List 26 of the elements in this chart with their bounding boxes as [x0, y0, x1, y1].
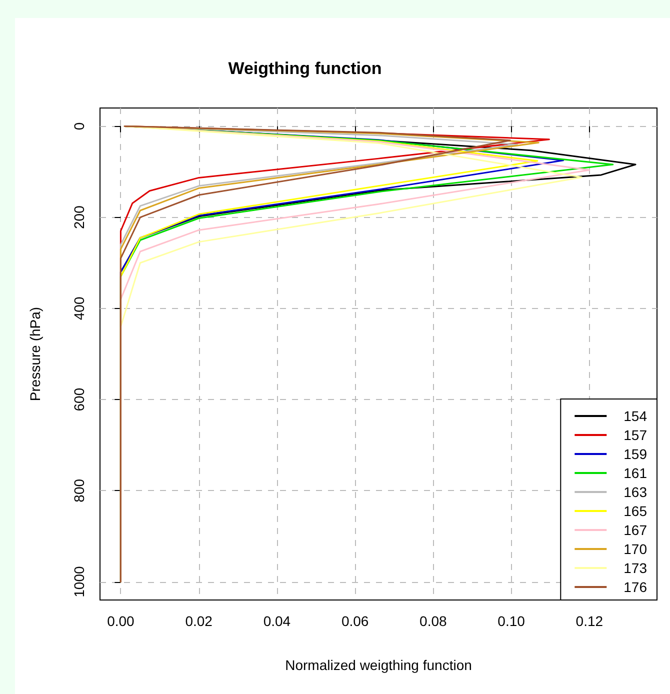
legend-label: 173	[624, 560, 648, 576]
legend-label: 161	[624, 465, 648, 481]
x-tick-label: 0.02	[185, 613, 213, 629]
y-tick-label: 400	[71, 296, 87, 320]
x-tick-label: 0.04	[263, 613, 291, 629]
x-axis-title: Normalized weigthing function	[285, 657, 472, 673]
x-tick-label: 0.00	[107, 613, 135, 629]
legend-label: 154	[624, 408, 648, 424]
x-tick-label: 0.06	[341, 613, 369, 629]
x-tick-label: 0.08	[420, 613, 448, 629]
y-tick-label: 800	[71, 478, 87, 502]
y-axis-title: Pressure (hPa)	[27, 306, 43, 402]
legend-label: 167	[624, 522, 648, 538]
legend-label: 170	[624, 541, 648, 557]
legend-label: 157	[624, 427, 648, 443]
legend-label: 163	[624, 484, 648, 500]
x-tick-label: 0.10	[498, 613, 526, 629]
chart-title: Weigthing function	[228, 59, 382, 78]
y-tick-label: 1000	[71, 566, 87, 598]
y-tick-label: 600	[71, 388, 87, 412]
legend-label: 165	[624, 503, 648, 519]
legend-label: 176	[624, 579, 648, 595]
x-tick-label: 0.12	[576, 613, 604, 629]
legend-label: 159	[624, 446, 648, 462]
y-tick-label: 0	[71, 122, 87, 130]
y-tick-label: 200	[71, 205, 87, 230]
